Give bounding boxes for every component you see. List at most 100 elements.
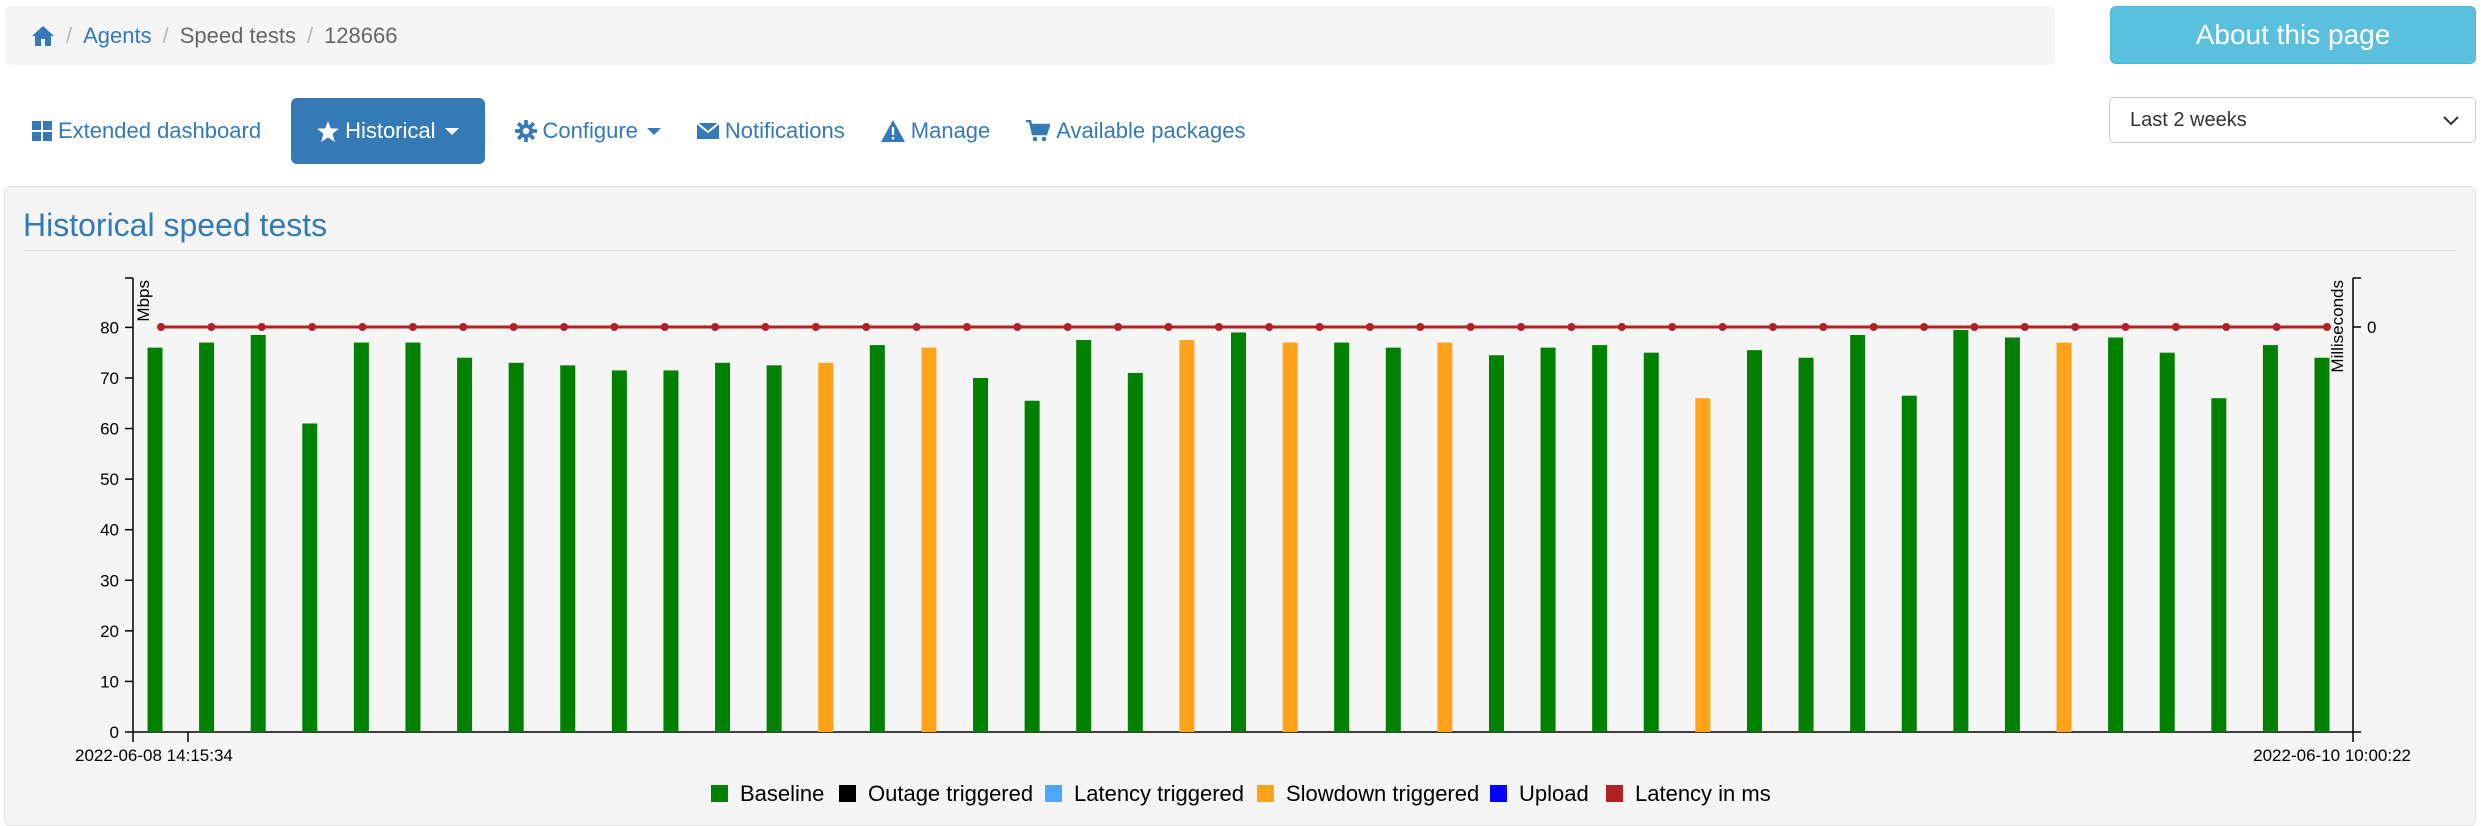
chart-bar [1334,342,1350,732]
latency-point [1920,323,1929,331]
chart-bar [715,362,731,732]
latency-point [1819,323,1828,331]
tab-extended-dashboard[interactable]: Extended dashboard [14,98,279,164]
chart-bar [1024,400,1040,732]
latency-point [358,323,367,331]
legend-label: Slowdown triggered [1286,781,1479,806]
tab-historical[interactable]: Historical [291,98,485,164]
tab-manage[interactable]: Manage [863,98,1009,164]
y-tick-label: 50 [100,470,119,489]
breadcrumb-speed-tests: Speed tests [179,22,296,48]
latency-point [1315,323,1324,331]
chart-bar [2211,398,2227,732]
latency-point [1265,323,1274,331]
y2-tick-label: 0 [2367,318,2376,337]
latency-point [1466,323,1475,331]
agent-nav: Extended dashboard Historical Configure … [14,98,1263,164]
y-axis-label: Mbps [134,280,153,322]
chart-bar [818,362,834,732]
latency-point [1214,323,1223,331]
chart-bar [147,347,163,732]
chevron-down-icon [444,127,459,135]
home-icon[interactable] [31,25,55,47]
chart-bar [869,345,885,732]
y-tick-label: 0 [110,723,119,742]
latency-point [1718,323,1727,331]
chart-bar [2004,337,2020,732]
historical-panel: Historical speed tests 0 10 20 30 40 50 60 70 80… [4,186,2476,826]
legend-swatch [1606,785,1623,802]
latency-point [1365,323,1374,331]
breadcrumb-current: 128666 [324,22,398,48]
panel-title: Historical speed tests [23,207,328,243]
tab-label: Configure [542,118,638,143]
chart-bar [560,365,576,732]
latency-point [1567,323,1576,331]
chart-bar [405,342,421,732]
legend-label: Outage triggered [868,781,1033,806]
legend-swatch [839,785,856,802]
breadcrumb-agents-link[interactable]: Agents [83,22,152,48]
latency-point [509,323,518,331]
chart-bar [1850,334,1866,732]
latency-point [207,323,216,331]
speed-test-chart: 0 10 20 30 40 50 60 70 80 Mbps Milliseconds 0 2022-0… [75,277,2411,806]
chart-bar [1282,342,1298,732]
latency-point [1517,323,1526,331]
breadcrumb-separator: / [66,22,73,48]
chart-bar [2056,342,2072,732]
chart-bar [1798,357,1814,732]
chart-bar [1695,398,1711,732]
chart-bar [663,370,679,732]
latency-point [2020,323,2029,331]
time-range-select[interactable]: Last 2 weeks [2109,97,2476,143]
chevron-down-icon [2441,110,2461,136]
tab-label: Available packages [1056,118,1246,143]
dashboard-icon [32,121,52,141]
chart-bar [1643,352,1659,732]
cart-icon [1026,120,1051,142]
latency-point [1668,323,1677,331]
latency-point [1063,323,1072,331]
tab-notifications[interactable]: Notifications [679,98,863,164]
chart-bar [353,342,369,732]
y-tick-label: 40 [100,521,119,540]
chart-bar [1592,345,1608,732]
latency-point [912,323,921,331]
star-icon [317,120,340,142]
tab-configure[interactable]: Configure [497,98,679,164]
chart-bar [2108,337,2124,732]
y-tick-label: 20 [100,622,119,641]
chart-bar [1746,350,1762,732]
latency-point [2171,323,2180,331]
x-end-label: 2022-06-10 10:00:22 [2253,746,2411,765]
about-this-page-button[interactable]: About this page [2110,6,2476,64]
latency-point [408,323,417,331]
latency-point [962,323,971,331]
latency-point [610,323,619,331]
chart-bar [199,342,215,732]
latency-point [1617,323,1626,331]
chart-bar [1488,355,1504,732]
chart-bar [1179,340,1195,732]
tab-label: Historical [345,118,436,143]
y-tick-label: 60 [100,420,119,439]
latency-point [1416,323,1425,331]
latency-point [2272,323,2281,331]
legend-label: Upload [1519,781,1589,806]
chart-bar [1953,329,1969,732]
chart-bar [1231,332,1246,732]
chart-bar [2314,357,2330,732]
x-start-label: 2022-06-08 14:15:34 [75,746,233,765]
gear-icon [514,120,537,142]
legend-swatch [1257,785,1274,802]
time-range-value: Last 2 weeks [2130,108,2247,131]
y-tick-label: 30 [100,571,119,590]
envelope-icon [696,123,719,139]
y2-axis-label: Milliseconds [2328,280,2347,373]
chart-bar [1540,347,1556,732]
y-tick-label: 10 [100,672,119,691]
tab-label: Notifications [724,118,845,143]
tab-available-packages[interactable]: Available packages [1008,98,1263,164]
latency-point [1869,323,1878,331]
